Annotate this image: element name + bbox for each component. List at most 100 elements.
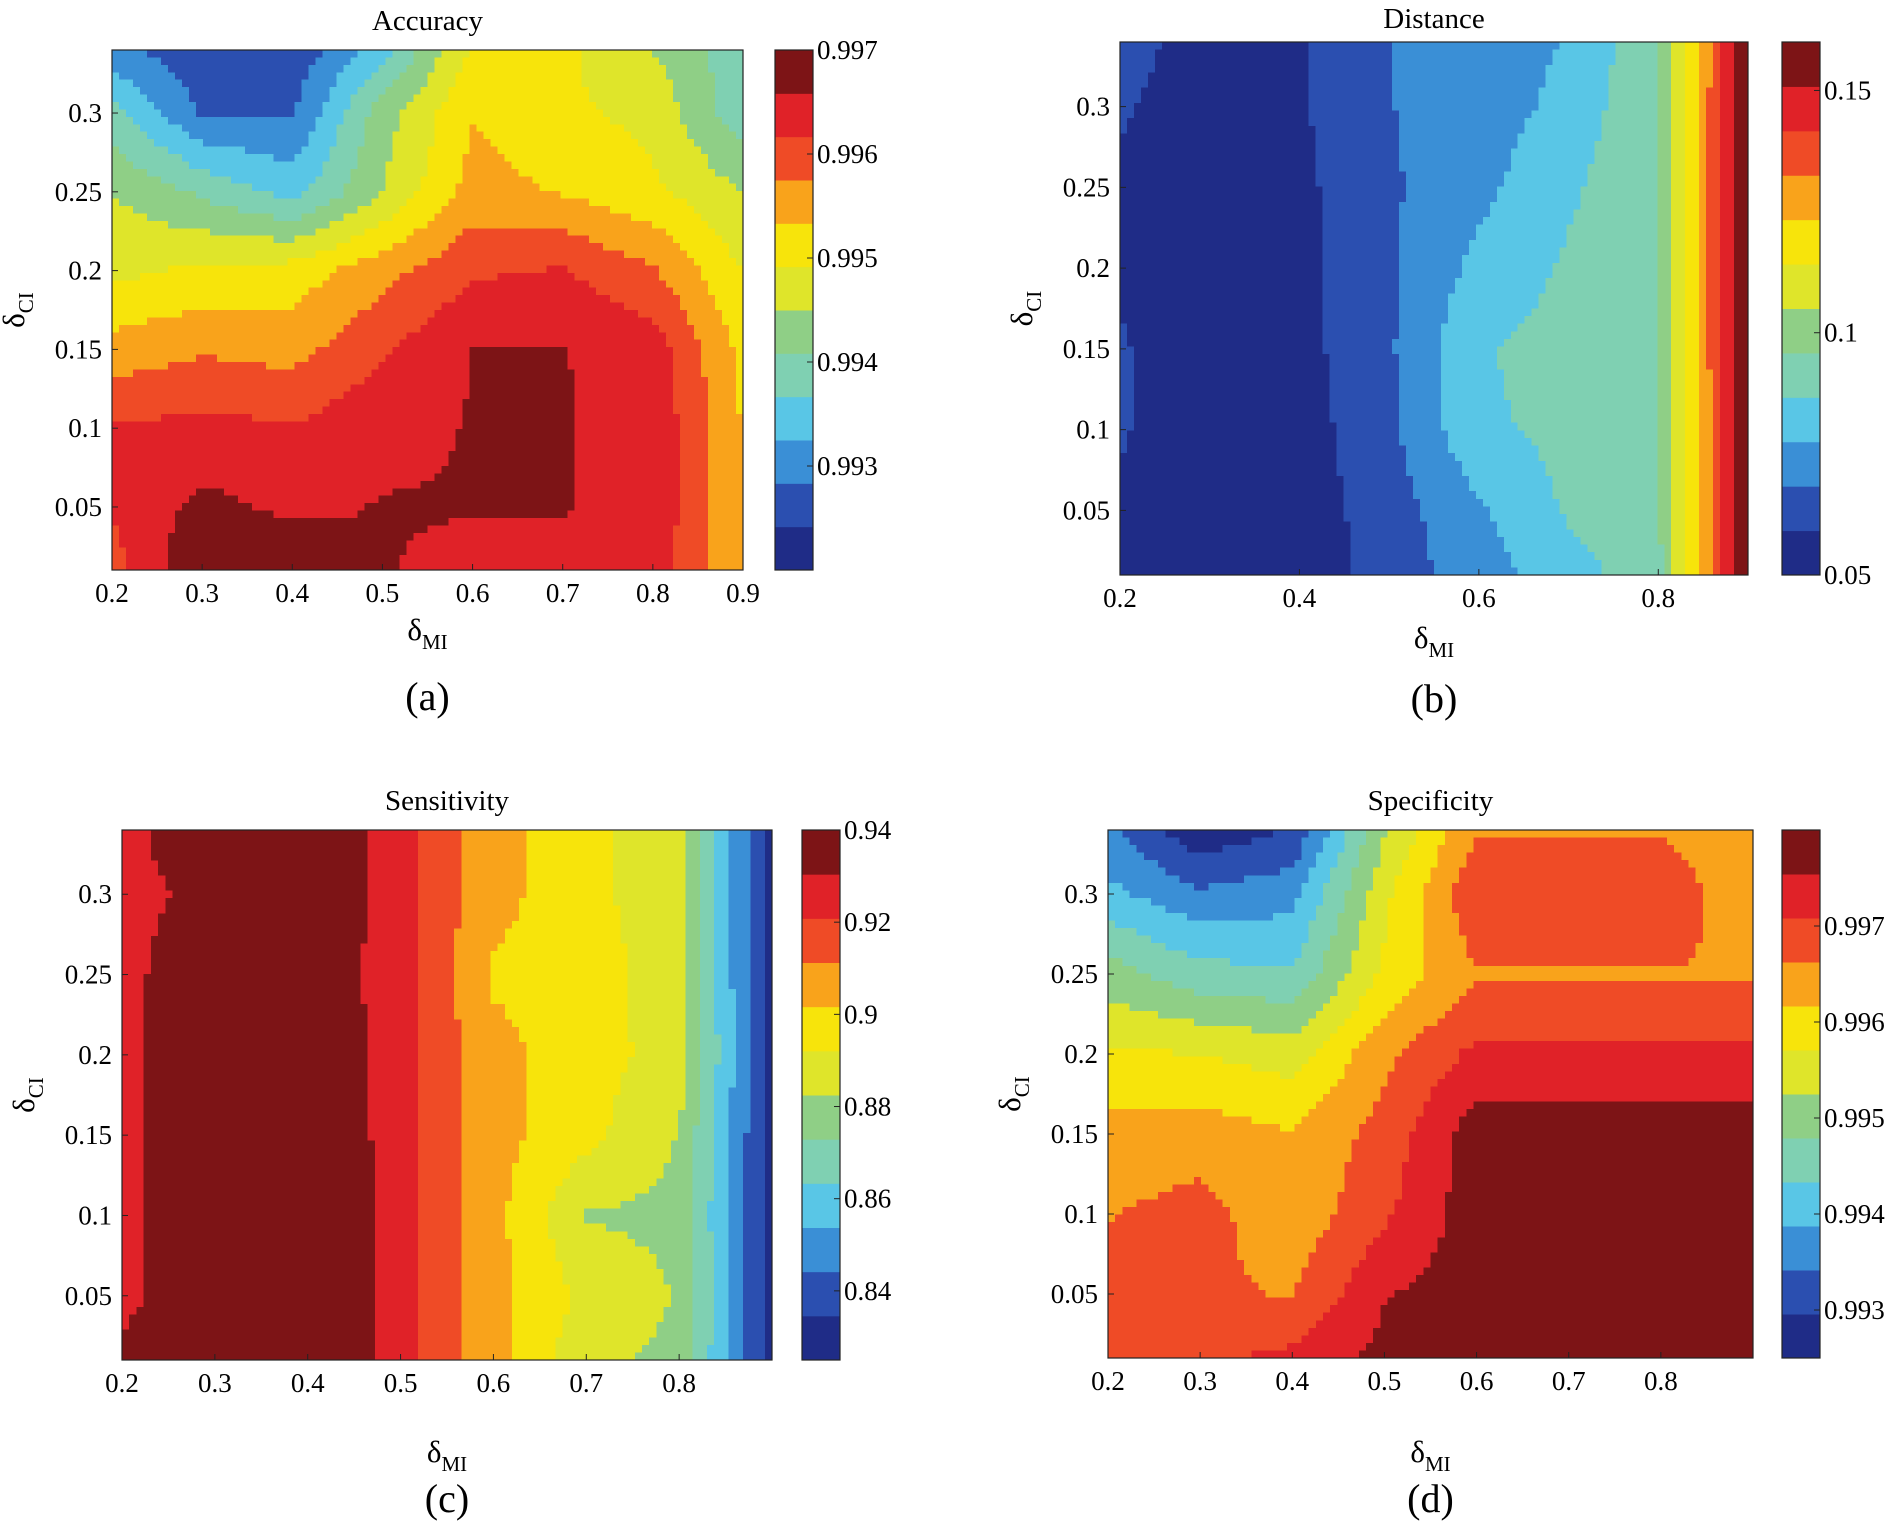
contour-cell bbox=[140, 132, 148, 140]
contour-cell bbox=[722, 117, 730, 125]
contour-cell bbox=[603, 139, 611, 147]
contour-cell bbox=[308, 124, 316, 132]
contour-cell bbox=[413, 139, 421, 147]
contour-cell bbox=[687, 124, 695, 132]
contour-cell bbox=[442, 57, 450, 65]
contour-cell bbox=[371, 117, 379, 125]
contour-cell bbox=[533, 102, 541, 110]
contour-cell bbox=[498, 147, 506, 155]
contour-cell bbox=[519, 95, 527, 103]
contour-cell bbox=[589, 139, 597, 147]
contour-cell bbox=[399, 139, 407, 147]
contour-cell bbox=[540, 95, 548, 103]
contour-cell bbox=[512, 109, 520, 117]
contour-cell bbox=[659, 147, 667, 155]
contour-cell bbox=[589, 124, 597, 132]
contour-cell bbox=[470, 50, 478, 58]
contour-cell bbox=[533, 72, 541, 80]
contour-cell bbox=[659, 161, 667, 169]
contour-cell bbox=[428, 95, 436, 103]
contour-cell bbox=[498, 95, 506, 103]
contour-cell bbox=[315, 80, 323, 88]
contour-cell bbox=[610, 50, 618, 58]
contour-cell bbox=[708, 72, 716, 80]
contour-cell bbox=[589, 95, 597, 103]
contour-cell bbox=[175, 124, 183, 132]
contour-cell bbox=[484, 147, 492, 155]
contour-cell bbox=[329, 132, 337, 140]
contour-cell bbox=[294, 50, 302, 58]
contour-cell bbox=[280, 50, 288, 58]
contour-cell bbox=[491, 72, 499, 80]
contour-cell bbox=[119, 117, 127, 125]
contour-cell bbox=[610, 72, 618, 80]
contour-cell bbox=[708, 50, 716, 58]
contour-cell bbox=[301, 109, 309, 117]
contour-cell bbox=[322, 169, 330, 177]
contour-cell bbox=[680, 109, 688, 117]
contour-cell bbox=[708, 57, 716, 65]
contour-cell bbox=[266, 139, 274, 147]
contour-cell bbox=[322, 65, 330, 73]
contour-cell bbox=[420, 95, 428, 103]
contour-cell bbox=[420, 161, 428, 169]
contour-cell bbox=[694, 50, 702, 58]
contour-cell bbox=[175, 57, 183, 65]
contour-cell bbox=[126, 117, 134, 125]
contour-cell bbox=[126, 176, 134, 184]
contour-cell bbox=[498, 50, 506, 58]
contour-cell bbox=[624, 50, 632, 58]
contour-cell bbox=[301, 117, 309, 125]
contour-cell bbox=[147, 80, 155, 88]
contour-cell bbox=[203, 132, 211, 140]
contour-cell bbox=[364, 161, 372, 169]
contour-cell bbox=[631, 132, 639, 140]
contour-cell bbox=[631, 117, 639, 125]
contour-cell bbox=[413, 50, 421, 58]
contour-cell bbox=[399, 80, 407, 88]
contour-cell bbox=[301, 124, 309, 132]
contour-cell bbox=[484, 132, 492, 140]
contour-cell bbox=[575, 117, 583, 125]
contour-cell bbox=[722, 139, 730, 147]
contour-cell bbox=[343, 154, 351, 162]
contour-cell bbox=[561, 169, 569, 177]
contour-cell bbox=[568, 95, 576, 103]
contour-cell bbox=[463, 102, 471, 110]
contour-cell bbox=[224, 169, 232, 177]
contour-cell bbox=[259, 154, 267, 162]
contour-cell bbox=[315, 169, 323, 177]
contour-cell bbox=[617, 169, 625, 177]
contour-cell bbox=[603, 169, 611, 177]
contour-cell bbox=[140, 65, 148, 73]
contour-cell bbox=[680, 102, 688, 110]
contour-cell bbox=[708, 169, 716, 177]
contour-cell bbox=[687, 72, 695, 80]
contour-cell bbox=[680, 139, 688, 147]
contour-cell bbox=[645, 72, 653, 80]
contour-cell bbox=[189, 102, 197, 110]
contour-cell bbox=[701, 147, 709, 155]
contour-cell bbox=[329, 50, 337, 58]
contour-cell bbox=[280, 117, 288, 125]
contour-cell bbox=[301, 161, 309, 169]
contour-cell bbox=[154, 109, 162, 117]
contour-cell bbox=[189, 161, 197, 169]
contour-cell bbox=[701, 102, 709, 110]
contour-cell bbox=[547, 72, 555, 80]
contour-cell bbox=[463, 95, 471, 103]
contour-cell bbox=[701, 50, 709, 58]
contour-cell bbox=[666, 87, 674, 95]
contour-cell bbox=[385, 80, 393, 88]
contour-cell bbox=[329, 65, 337, 73]
contour-cell bbox=[189, 147, 197, 155]
contour-cell bbox=[610, 117, 618, 125]
contour-cell bbox=[456, 117, 464, 125]
contour-cell bbox=[343, 161, 351, 169]
contour-cell bbox=[638, 102, 646, 110]
contour-cell bbox=[266, 50, 274, 58]
contour-cell bbox=[112, 176, 120, 184]
contour-cell bbox=[442, 109, 450, 117]
contour-cell bbox=[203, 65, 211, 73]
contour-cell bbox=[112, 72, 120, 80]
